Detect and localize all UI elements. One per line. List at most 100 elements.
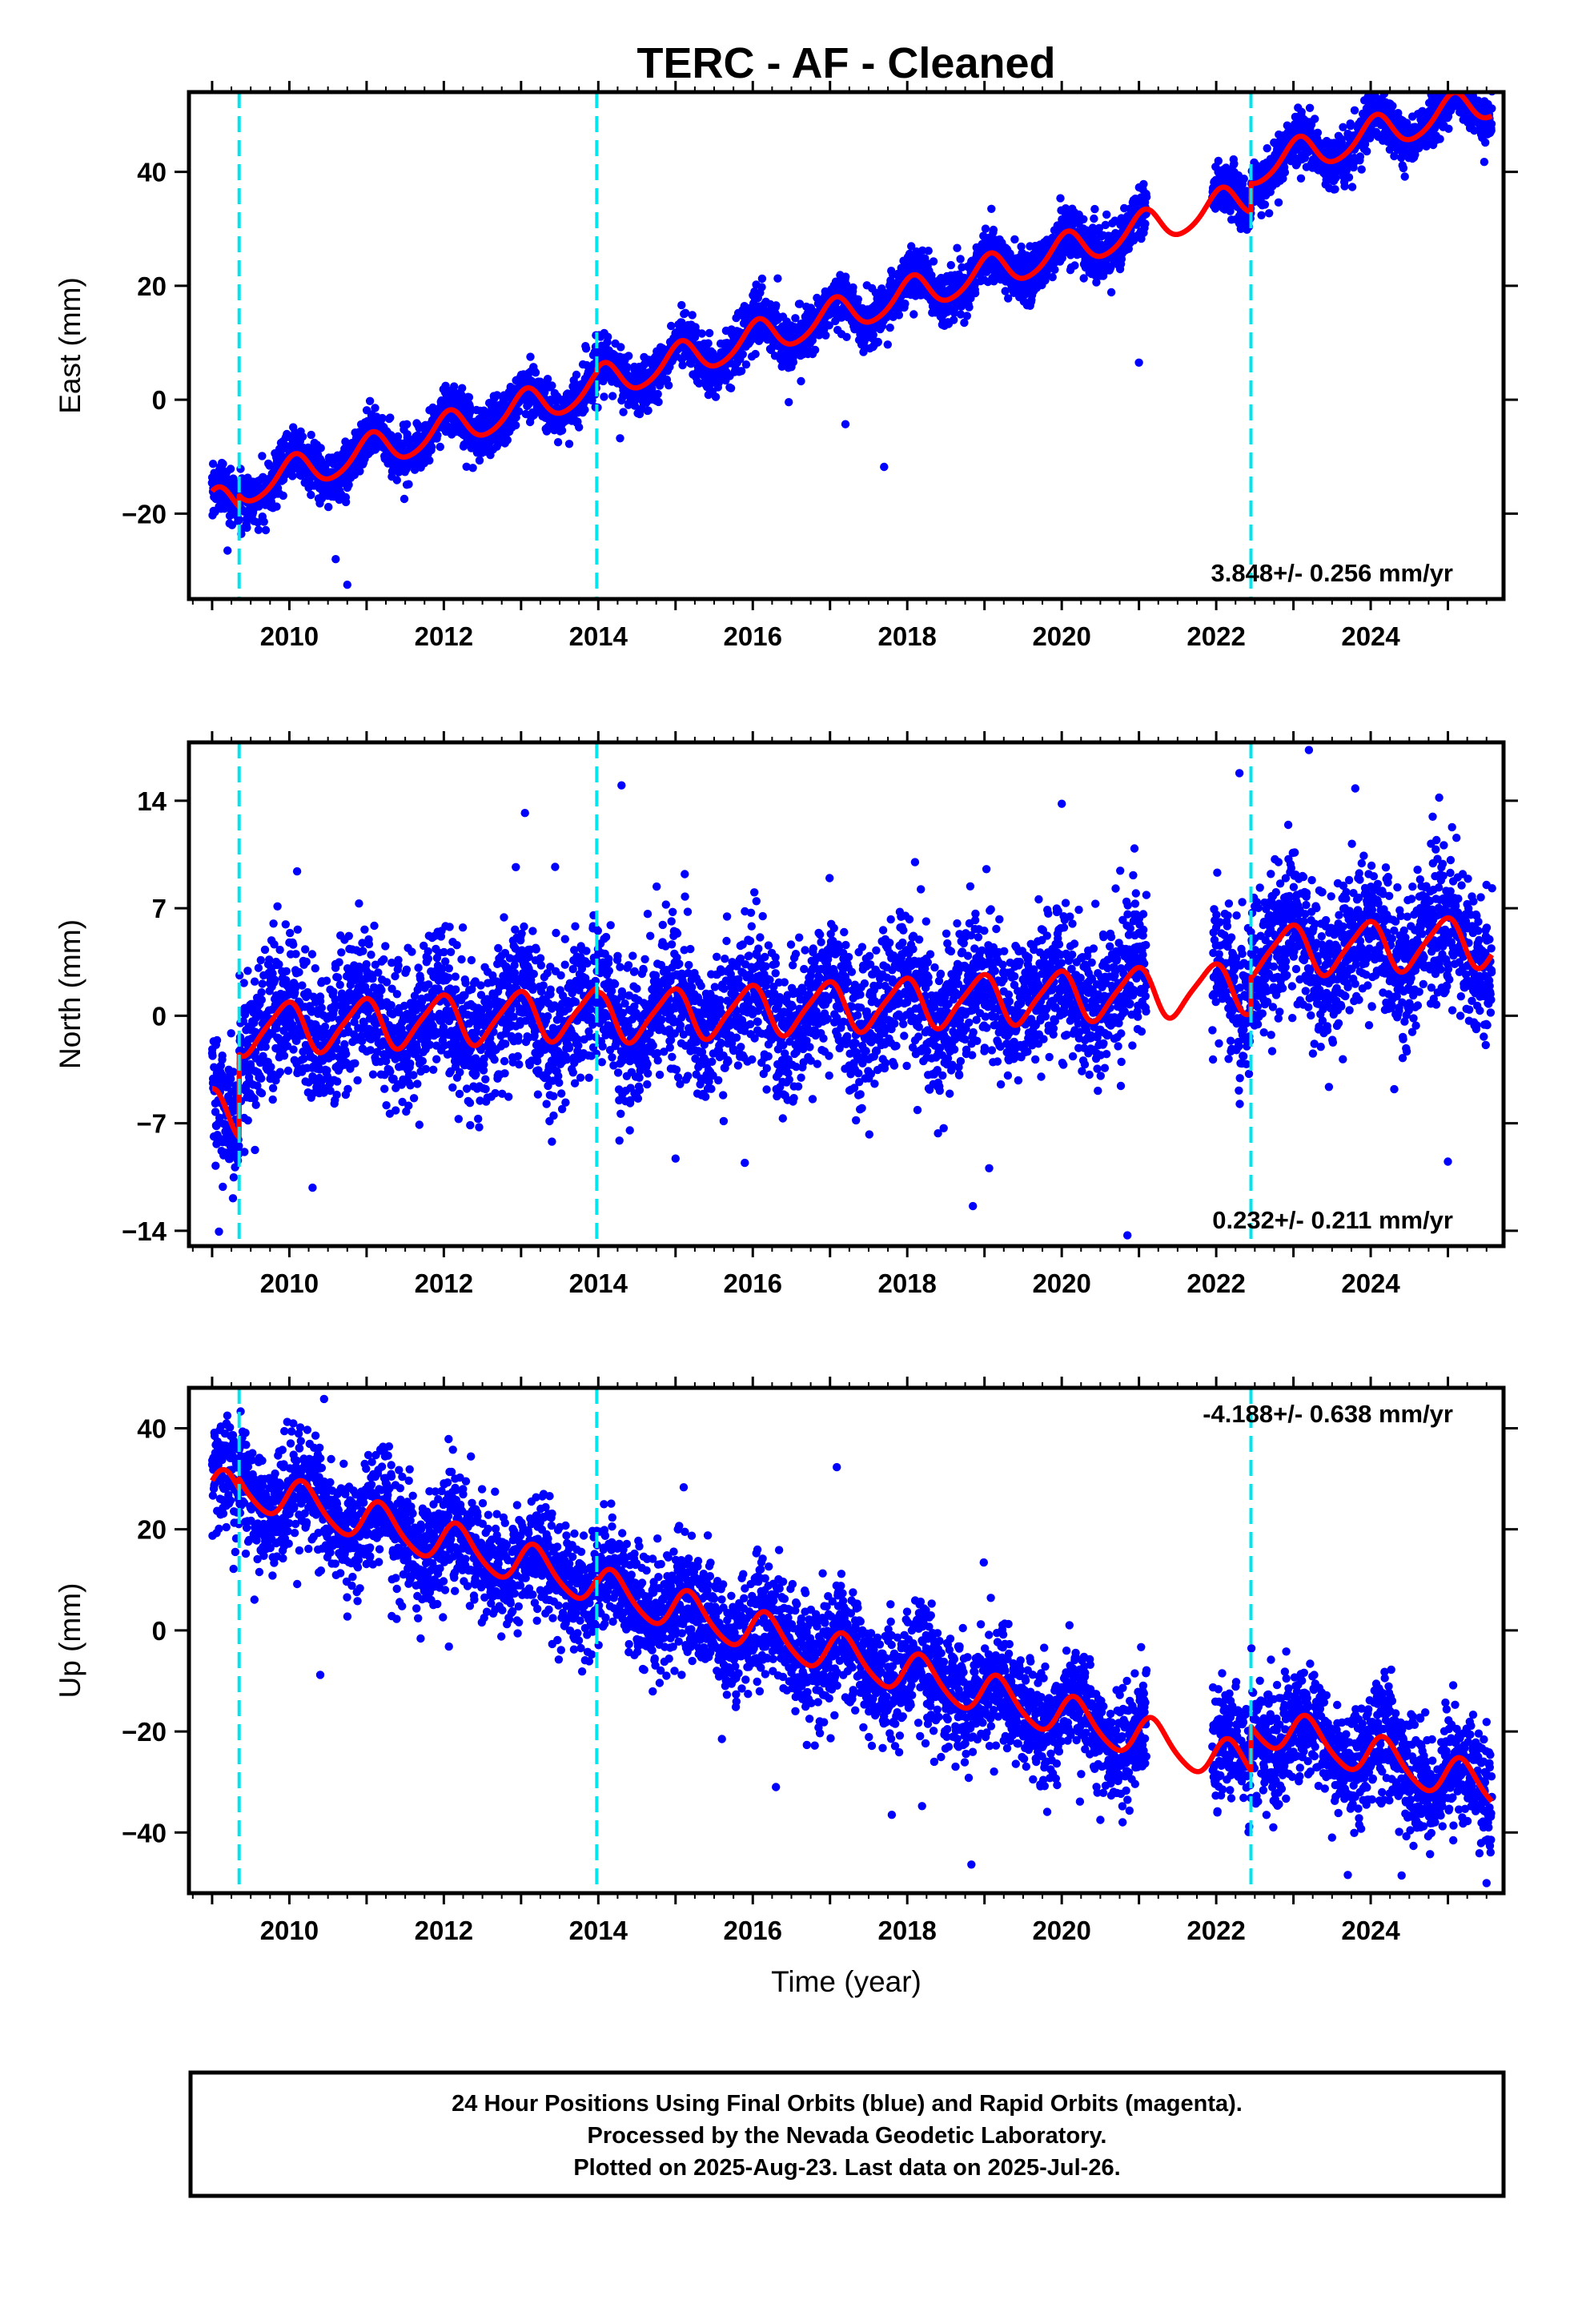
data-point <box>1106 287 1116 297</box>
data-point <box>1339 123 1347 131</box>
data-point <box>616 434 624 443</box>
data-point <box>619 408 628 416</box>
data-point <box>970 288 980 298</box>
data-point <box>644 406 652 415</box>
data-point <box>600 392 608 401</box>
data-point <box>1048 272 1057 282</box>
data-point <box>580 405 589 414</box>
data-point <box>342 439 351 448</box>
data-point <box>738 350 747 359</box>
data-point <box>344 480 353 489</box>
data-point <box>604 332 612 341</box>
data-point <box>704 339 713 348</box>
data-point <box>653 389 662 399</box>
data-point <box>1260 200 1270 209</box>
data-point <box>227 521 237 529</box>
data-point <box>953 243 962 252</box>
data-point <box>1355 152 1365 161</box>
data-point <box>1435 135 1444 143</box>
data-point <box>677 300 686 310</box>
data-point <box>259 517 268 526</box>
data-point <box>711 392 721 401</box>
data-point <box>324 502 333 512</box>
data-point <box>1296 174 1306 183</box>
data-point <box>503 436 512 444</box>
data-point <box>307 490 315 500</box>
data-point <box>1090 214 1098 223</box>
data-point <box>572 370 581 380</box>
data-point <box>981 224 990 233</box>
data-point <box>962 312 972 320</box>
data-point <box>298 432 307 441</box>
data-point <box>853 295 863 304</box>
data-point <box>1239 175 1249 183</box>
data-point <box>1263 144 1271 153</box>
data-point <box>1344 173 1354 182</box>
data-point <box>235 516 243 525</box>
data-point <box>1388 102 1397 111</box>
data-point <box>1050 265 1059 274</box>
data-point <box>950 316 958 324</box>
data-point <box>678 360 687 370</box>
plot-area <box>207 92 1496 599</box>
data-point <box>581 344 591 353</box>
data-point <box>623 363 632 372</box>
data-point <box>1141 219 1150 228</box>
data-point <box>288 472 297 480</box>
data-point <box>272 502 281 511</box>
data-point <box>1305 103 1315 112</box>
data-point <box>1257 211 1266 219</box>
data-point <box>219 460 227 468</box>
data-point <box>403 420 412 428</box>
data-point <box>883 340 893 349</box>
data-point <box>608 392 617 400</box>
data-point <box>1313 128 1323 137</box>
data-point <box>553 438 563 447</box>
data-point <box>404 480 413 489</box>
data-point <box>392 476 401 485</box>
data-point <box>1347 183 1357 191</box>
data-point <box>772 301 781 310</box>
data-point <box>243 523 251 533</box>
data-point <box>371 404 379 412</box>
data-point <box>564 440 574 448</box>
data-point <box>667 321 676 331</box>
data-point <box>1079 215 1088 223</box>
data-point <box>1230 159 1239 168</box>
data-point <box>253 518 263 527</box>
data-point <box>741 360 751 369</box>
data-point <box>1142 192 1151 202</box>
data-point <box>654 397 663 407</box>
data-point <box>1350 106 1359 115</box>
data-point <box>773 274 782 283</box>
data-point <box>468 464 477 472</box>
data-point <box>624 352 633 360</box>
data-point <box>688 311 697 320</box>
data-point <box>885 324 894 332</box>
data-point <box>1102 210 1111 219</box>
data-point <box>956 255 965 263</box>
data-point <box>1444 124 1453 133</box>
data-point <box>436 442 444 452</box>
data-point <box>726 384 736 392</box>
data-point <box>1139 179 1148 189</box>
data-point <box>1311 115 1319 123</box>
data-point <box>705 328 714 338</box>
data-point <box>307 430 315 440</box>
data-point <box>789 358 798 367</box>
data-point <box>842 332 851 341</box>
data-point <box>386 413 395 422</box>
data-point <box>869 331 878 340</box>
data-point <box>1090 204 1099 214</box>
data-point <box>1331 185 1339 194</box>
data-point <box>849 283 857 292</box>
data-point <box>901 300 909 308</box>
data-point <box>464 392 474 402</box>
data-point <box>1340 182 1349 191</box>
data-point <box>1346 122 1355 131</box>
data-point <box>1070 261 1079 270</box>
data-point <box>821 331 830 340</box>
